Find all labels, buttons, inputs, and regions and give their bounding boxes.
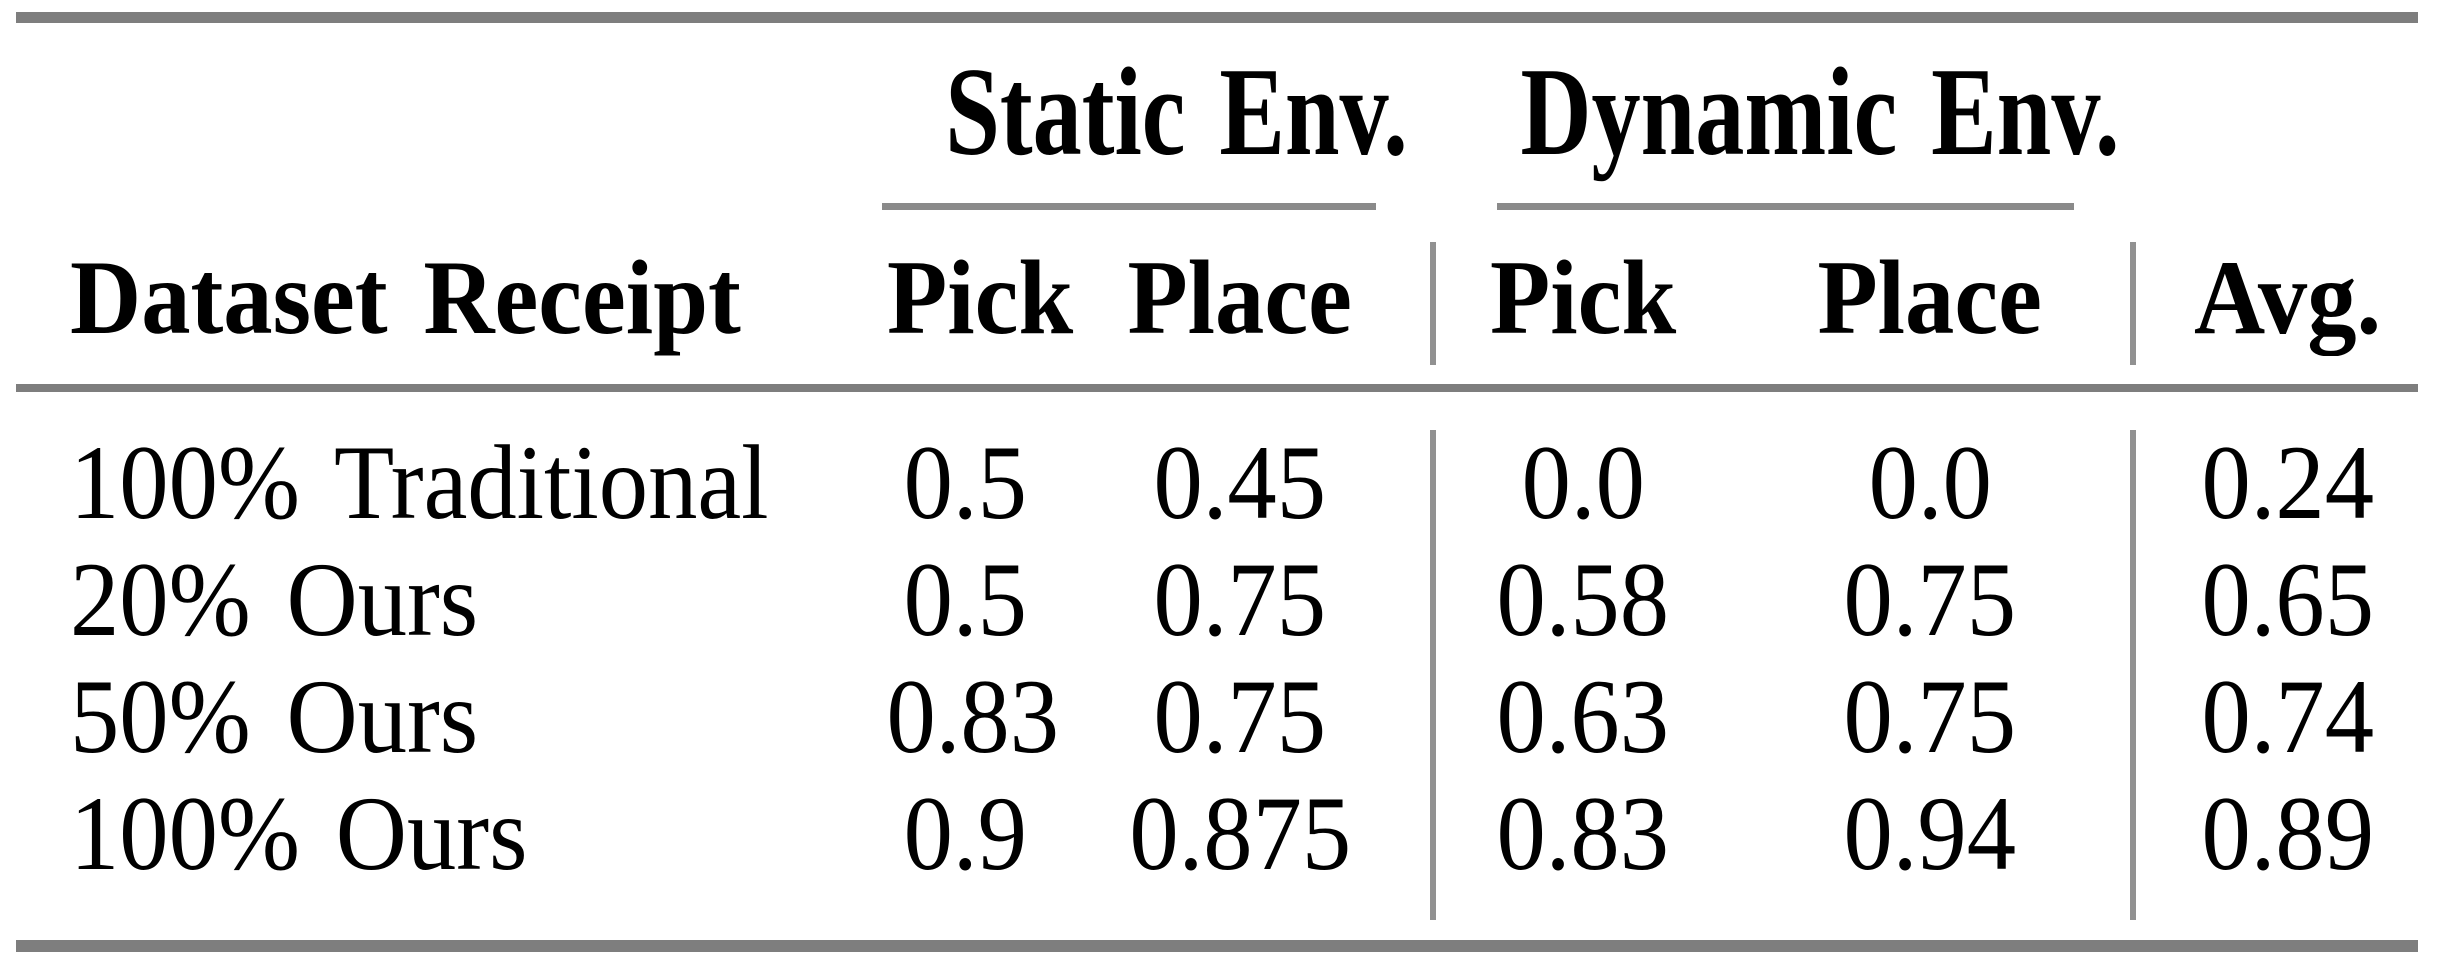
column-separator-2-upper — [2130, 242, 2136, 365]
table-row: 50% Ours 0.83 0.75 0.63 0.75 0.74 — [0, 658, 2440, 775]
cell-dynamic-place: 0.94 — [1843, 774, 2017, 892]
row-label: 20% Ours — [70, 540, 479, 658]
table-row: 100% Ours 0.9 0.875 0.83 0.94 0.89 — [0, 775, 2440, 892]
table-row: 20% Ours 0.5 0.75 0.58 0.75 0.65 — [0, 541, 2440, 658]
cell-static-place: 0.75 — [1153, 657, 1327, 775]
column-separator-1-upper — [1430, 242, 1436, 365]
static-env-group-label: Static Env. — [945, 43, 1408, 182]
cell-static-pick: 0.83 — [886, 657, 1060, 775]
static-env-group-header: Static Env. — [880, 50, 1430, 176]
cell-avg: 0.89 — [2201, 774, 2375, 892]
cell-dynamic-pick: 0.63 — [1496, 657, 1670, 775]
row-label: 100% Traditional — [70, 423, 769, 541]
cell-static-pick: 0.9 — [903, 774, 1027, 892]
cell-avg: 0.24 — [2201, 423, 2375, 541]
dynamic-env-group-label: Dynamic Env. — [1520, 43, 2120, 182]
cell-dynamic-pick: 0.83 — [1496, 774, 1670, 892]
dynamic-env-group-header: Dynamic Env. — [1436, 50, 2130, 176]
table-body: 100% Traditional 0.5 0.45 0.0 0.0 0.24 2… — [0, 424, 2440, 892]
column-header-static-pick: Pick — [887, 238, 1074, 356]
cell-dynamic-pick: 0.0 — [1521, 423, 1645, 541]
header-separator-rule — [16, 384, 2418, 392]
column-header-static-place: Place — [1127, 238, 1353, 356]
cell-dynamic-place: 0.0 — [1868, 423, 1992, 541]
cell-static-place: 0.45 — [1153, 423, 1327, 541]
table-row: 100% Traditional 0.5 0.45 0.0 0.0 0.24 — [0, 424, 2440, 541]
row-label: 50% Ours — [70, 657, 479, 775]
column-separator-2-lower — [2130, 430, 2136, 920]
cell-static-place: 0.75 — [1153, 540, 1327, 658]
bottom-rule — [16, 940, 2418, 952]
column-header-dynamic-pick: Pick — [1489, 238, 1677, 356]
cell-static-pick: 0.5 — [903, 540, 1027, 658]
group-header-row: Static Env. Dynamic Env. — [0, 23, 2440, 203]
top-rule — [16, 12, 2418, 23]
column-header-row: Dataset Receipt Pick Place Pick Place Av… — [0, 210, 2440, 385]
cell-avg: 0.74 — [2201, 657, 2375, 775]
column-header-avg: Avg. — [2194, 238, 2382, 356]
static-env-underline — [882, 203, 1376, 210]
cell-dynamic-place: 0.75 — [1843, 657, 2017, 775]
cell-static-pick: 0.5 — [903, 423, 1027, 541]
cell-static-place: 0.875 — [1129, 774, 1351, 892]
column-header-dynamic-place: Place — [1817, 238, 2043, 356]
column-header-dataset-receipt: Dataset Receipt — [70, 238, 741, 356]
cell-dynamic-place: 0.75 — [1843, 540, 2017, 658]
cell-dynamic-pick: 0.58 — [1496, 540, 1670, 658]
column-separator-1-lower — [1430, 430, 1436, 920]
row-label: 100% Ours — [70, 774, 528, 892]
dynamic-env-underline — [1497, 203, 2074, 210]
cell-avg: 0.65 — [2201, 540, 2375, 658]
